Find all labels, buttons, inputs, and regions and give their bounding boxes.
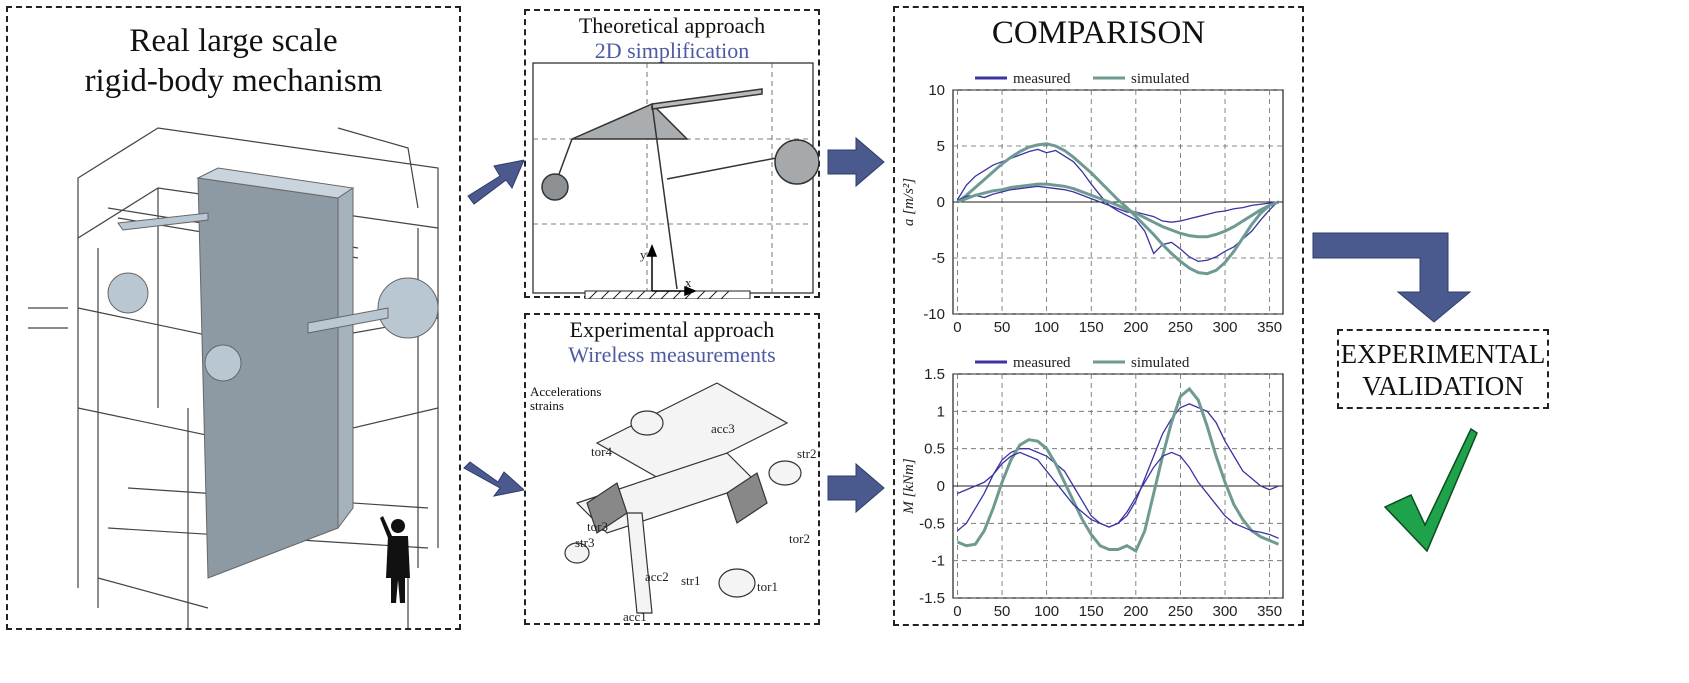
- y-axis-label: M [kNm]: [901, 458, 917, 515]
- theory-title: Theoretical approach: [578, 13, 766, 38]
- side-note-line2: strains: [530, 398, 564, 413]
- y-tick-label: 1.5: [924, 366, 945, 383]
- y-tick-label: 10: [928, 82, 945, 99]
- x-tick-label: 0: [953, 603, 961, 618]
- experiment-title: Experimental approach: [569, 317, 775, 342]
- y-tick-label: -5: [932, 250, 945, 267]
- arrow-to-validation-icon: [1312, 232, 1472, 323]
- theory-2d-model: y x: [532, 62, 819, 299]
- x-tick-label: 100: [1034, 319, 1059, 334]
- series-line-simulated: [956, 386, 1280, 554]
- sensor-acc2: acc2: [645, 569, 669, 584]
- y-tick-label: -0.5: [919, 515, 945, 532]
- real-mechanism-illustration: [28, 127, 439, 628]
- person-silhouette-icon: [380, 516, 410, 603]
- y-tick-label: 1: [937, 403, 945, 420]
- sensor-acc1: acc1: [623, 609, 647, 623]
- y-tick-label: 0: [937, 194, 945, 211]
- sensor-acc3: acc3: [711, 421, 735, 436]
- experiment-subtitle: Wireless measurements: [568, 342, 776, 367]
- y-tick-label: 0.5: [924, 441, 945, 458]
- arrow-to-experiment-icon: [463, 461, 526, 497]
- theory-panel: Theoretical approach 2D simplification: [524, 9, 820, 299]
- legend-label: simulated: [1131, 71, 1190, 87]
- arrow-to-chart-bottom-icon: [827, 462, 885, 514]
- theory-subtitle: 2D simplification: [594, 38, 750, 63]
- validation-line2: VALIDATION: [1362, 371, 1524, 401]
- x-tick-label: 200: [1123, 319, 1148, 334]
- series-line: [956, 182, 1280, 239]
- series-line: [957, 451, 1279, 539]
- sensor-tor2: tor2: [789, 531, 810, 546]
- comparison-title: COMPARISON: [991, 15, 1206, 51]
- x-tick-label: 250: [1168, 603, 1193, 618]
- x-tick-label: 350: [1257, 603, 1282, 618]
- series-line-simulated: [956, 142, 1280, 276]
- experiment-side-note: Accelerations strains: [530, 385, 601, 413]
- series-line: [957, 185, 1279, 223]
- y-axis-label: a [m/s²]: [901, 178, 917, 226]
- x-tick-label: 350: [1257, 319, 1282, 334]
- arrow-to-chart-top-icon: [827, 136, 885, 188]
- sensor-tor3: tor3: [587, 519, 608, 534]
- x-tick-label: 250: [1168, 319, 1193, 334]
- y-tick-label: 5: [937, 138, 945, 155]
- sensor-tor4: tor4: [591, 444, 612, 459]
- real-mechanism-panel: Real large scale rigid-body mechanism: [6, 6, 461, 630]
- experiment-mechanism-illustration: tor4 acc3 str2 tor3 str3 tor2 acc2 str1 …: [564, 382, 817, 623]
- real-panel-title-line2: rigid-body mechanism: [84, 63, 383, 99]
- real-panel-title-line1: Real large scale: [129, 23, 338, 59]
- experiment-panel: Experimental approach Wireless measureme…: [524, 313, 820, 625]
- y-tick-label: -10: [923, 306, 945, 323]
- y-tick-label: 0: [937, 478, 945, 495]
- validation-line1: EXPERIMENTAL: [1340, 339, 1546, 369]
- y-tick-label: -1.5: [919, 590, 945, 607]
- x-tick-label: 150: [1079, 319, 1104, 334]
- x-tick-label: 50: [994, 603, 1011, 618]
- checkmark-icon: [1383, 427, 1478, 553]
- x-tick-label: 200: [1123, 603, 1148, 618]
- y-tick-label: -1: [932, 553, 945, 570]
- moment-chart: 0 50 100 150 200 250 300 350 1.5 1 0.5 0 -0.5 -1 -1.5 M…: [901, 355, 1284, 618]
- theory-axis-x: x: [685, 275, 692, 290]
- arrow-to-theory-icon: [467, 159, 525, 205]
- sensor-str3: str3: [575, 535, 595, 550]
- x-tick-label: 150: [1079, 603, 1104, 618]
- theory-axis-y: y: [640, 247, 647, 262]
- x-tick-label: 50: [994, 319, 1011, 334]
- validation-box: EXPERIMENTAL VALIDATION: [1337, 329, 1549, 409]
- x-tick-label: 300: [1213, 603, 1238, 618]
- legend-label: measured: [1013, 355, 1071, 371]
- x-tick-label: 100: [1034, 603, 1059, 618]
- legend-label: simulated: [1131, 355, 1190, 371]
- sensor-str1: str1: [681, 573, 701, 588]
- x-tick-label: 300: [1213, 319, 1238, 334]
- legend-label: measured: [1013, 71, 1071, 87]
- side-note-line1: Accelerations: [530, 384, 602, 399]
- sensor-str2: str2: [797, 446, 817, 461]
- comparison-panel: COMPARISON 0 50 100 150 200 250 300 350 10 5 0 -5 -1…: [893, 6, 1304, 626]
- sensor-tor1: tor1: [757, 579, 778, 594]
- x-tick-label: 0: [953, 319, 961, 334]
